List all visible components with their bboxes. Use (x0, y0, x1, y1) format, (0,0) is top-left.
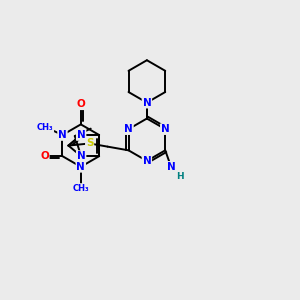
Text: H: H (176, 172, 184, 181)
Text: N: N (161, 124, 170, 134)
Text: N: N (77, 151, 85, 161)
Text: CH₃: CH₃ (73, 184, 89, 193)
Text: O: O (40, 151, 49, 161)
Text: N: N (167, 162, 176, 172)
Text: CH₃: CH₃ (37, 123, 53, 132)
Text: N: N (76, 162, 85, 172)
Text: O: O (76, 99, 85, 109)
Text: N: N (142, 156, 151, 166)
Text: N: N (124, 124, 133, 134)
Text: N: N (77, 130, 85, 140)
Text: N: N (58, 130, 67, 140)
Text: N: N (142, 98, 151, 108)
Text: S: S (86, 139, 93, 148)
